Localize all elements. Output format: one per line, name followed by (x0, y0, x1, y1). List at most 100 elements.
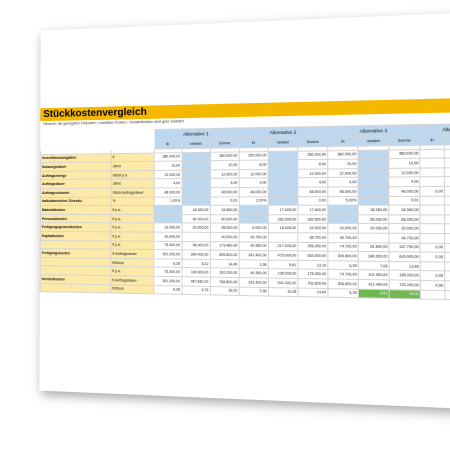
value-cell[interactable] (358, 187, 389, 196)
value-cell[interactable]: 48.000,00 (389, 187, 420, 196)
value-cell[interactable]: 6,39 (328, 288, 358, 298)
value-cell[interactable]: 20.000,00 (182, 223, 210, 232)
value-cell[interactable] (420, 196, 444, 205)
value-cell[interactable]: 467.840,00 (182, 277, 211, 286)
value-cell[interactable]: 720.240,00 (389, 280, 420, 290)
value-cell[interactable]: 0,00 (445, 243, 450, 253)
value-cell[interactable]: 13,19 (298, 260, 328, 270)
value-cell[interactable] (328, 205, 358, 214)
value-cell[interactable]: 60.000,00 (182, 214, 210, 223)
value-cell[interactable]: 380.000,00 (154, 152, 182, 161)
value-cell[interactable] (420, 205, 444, 214)
value-cell[interactable]: 18.360,00 (182, 205, 210, 214)
value-cell[interactable] (445, 262, 450, 272)
value-cell[interactable] (358, 150, 389, 160)
value-cell[interactable]: 16.000,00 (153, 223, 181, 232)
value-cell[interactable] (268, 178, 298, 187)
value-cell[interactable]: 98.400,00 (182, 241, 210, 250)
value-cell[interactable] (182, 161, 210, 170)
value-cell[interactable]: 22.000,00 (298, 224, 328, 233)
value-cell[interactable]: 541.200,00 (268, 278, 298, 288)
value-cell[interactable] (420, 149, 444, 159)
value-cell[interactable]: 8,61 (358, 289, 389, 299)
value-cell[interactable]: 6.000,00 (239, 223, 268, 232)
value-cell[interactable]: 6,28 (153, 259, 181, 268)
value-cell[interactable]: 258.250,00 (298, 242, 328, 251)
value-cell[interactable]: 16.400,00 (268, 224, 298, 233)
value-cell[interactable] (268, 160, 298, 169)
value-cell[interactable] (182, 188, 210, 197)
value-cell[interactable] (239, 205, 268, 214)
value-cell[interactable]: 0,01 (389, 196, 420, 205)
value-cell[interactable] (445, 186, 450, 196)
value-cell[interactable] (358, 233, 389, 242)
value-cell[interactable]: 0,00 (445, 252, 450, 262)
value-cell[interactable]: 173.460,00 (210, 241, 239, 250)
value-cell[interactable]: 48.000,00 (328, 187, 358, 196)
value-cell[interactable] (445, 290, 450, 300)
value-cell[interactable]: 4,00 (328, 178, 358, 187)
value-cell[interactable]: 192.200,00 (210, 268, 239, 277)
value-cell[interactable]: 116.900,00 (182, 268, 211, 277)
value-cell[interactable]: 9,81 (268, 260, 298, 269)
value-cell[interactable]: 4,00 (154, 179, 182, 188)
value-cell[interactable]: 10,00 (328, 159, 358, 168)
value-cell[interactable]: 7,08 (358, 261, 389, 271)
value-cell[interactable]: 11,28 (268, 287, 298, 297)
value-cell[interactable]: 18.360,00 (389, 205, 420, 214)
value-cell[interactable]: 182.500,00 (298, 215, 328, 224)
value-cell[interactable]: 12.000,00 (389, 168, 420, 178)
value-cell[interactable]: 4,00 (239, 178, 268, 187)
value-cell[interactable]: 5,00% (328, 196, 358, 205)
value-cell[interactable]: 306.800,00 (328, 279, 358, 289)
value-cell[interactable]: 3,36 (239, 259, 268, 268)
value-cell[interactable]: 4,00 (210, 178, 239, 187)
value-cell[interactable] (421, 262, 445, 272)
value-cell[interactable]: 14,49 (210, 259, 239, 268)
value-cell[interactable]: 12.000,00 (298, 169, 328, 178)
value-cell[interactable]: 135.000,00 (268, 269, 298, 279)
value-cell[interactable]: 6,39 (328, 260, 358, 270)
value-cell[interactable] (268, 187, 298, 196)
value-cell[interactable]: 48.000,00 (154, 188, 182, 197)
value-cell[interactable]: 0,00 (421, 271, 445, 281)
value-cell[interactable] (445, 233, 450, 243)
value-cell[interactable]: 20.000,00 (358, 224, 389, 233)
value-cell[interactable] (444, 158, 450, 168)
value-cell[interactable] (445, 177, 450, 187)
value-cell[interactable]: 8,22 (182, 259, 211, 268)
value-cell[interactable] (328, 215, 358, 224)
value-cell[interactable]: 0,00 (420, 243, 444, 253)
value-cell[interactable] (268, 151, 298, 160)
value-cell[interactable] (420, 168, 444, 178)
value-cell[interactable]: 217.000,00 (268, 242, 298, 251)
value-cell[interactable] (358, 168, 389, 178)
value-cell[interactable]: 185.000,00 (389, 270, 420, 280)
value-cell[interactable]: 3,36 (239, 287, 268, 297)
value-cell[interactable] (182, 170, 210, 179)
value-cell[interactable]: 48.000,00 (210, 187, 239, 196)
value-cell[interactable]: 640.000,00 (389, 252, 420, 262)
value-cell[interactable] (421, 290, 445, 300)
value-cell[interactable]: 12.000,00 (328, 168, 358, 177)
value-cell[interactable]: 182.500,00 (268, 214, 298, 223)
value-cell[interactable] (153, 214, 181, 223)
value-cell[interactable]: 0,00 (445, 281, 450, 291)
value-cell[interactable]: 18.360,00 (210, 205, 239, 214)
value-cell[interactable]: 0,00 (421, 252, 445, 262)
value-cell[interactable]: 16,02 (210, 286, 239, 296)
value-cell[interactable] (420, 233, 444, 243)
value-cell[interactable]: 10.000,00 (328, 224, 358, 233)
value-cell[interactable] (358, 159, 389, 169)
value-cell[interactable]: 65.000,00 (358, 215, 389, 224)
value-cell[interactable]: 633.000,00 (298, 251, 328, 260)
value-cell[interactable] (358, 177, 389, 186)
value-cell[interactable]: 74.700,00 (328, 242, 358, 251)
value-cell[interactable] (268, 233, 298, 242)
value-cell[interactable]: 475.000,00 (268, 251, 298, 260)
value-cell[interactable]: 0,00 (420, 186, 444, 195)
value-cell[interactable] (182, 232, 210, 241)
value-cell[interactable] (268, 196, 298, 205)
value-cell[interactable]: 17.400,00 (298, 205, 328, 214)
value-cell[interactable]: 250.000,00 (239, 151, 268, 160)
